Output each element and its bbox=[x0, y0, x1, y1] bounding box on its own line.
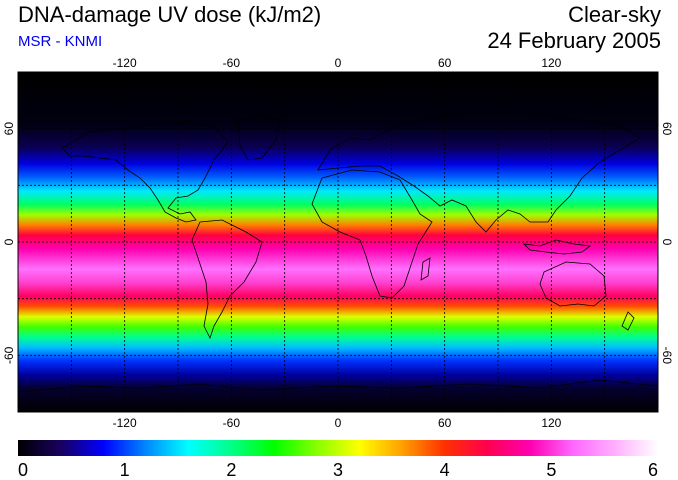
lat-tick-label-left: 60 bbox=[2, 122, 16, 136]
antarctica-outline bbox=[18, 379, 658, 393]
lat-tick-label-left: -60 bbox=[2, 346, 16, 364]
lat-tick-labels-left: 60 0 -60 bbox=[2, 122, 16, 364]
lat-tick-label-right: 0 bbox=[660, 239, 674, 246]
lon-tick-label-top: -120 bbox=[113, 56, 137, 70]
greenland-outline bbox=[237, 115, 281, 161]
lon-tick-labels-bottom: -120 -60 0 60 120 bbox=[113, 416, 562, 430]
map-title: DNA-damage UV dose (kJ/m2) bbox=[18, 2, 322, 27]
date-label: 24 February 2005 bbox=[487, 28, 661, 53]
lon-tick-label-top: 60 bbox=[438, 56, 452, 70]
lon-tick-label-bottom: 0 bbox=[335, 416, 342, 430]
lon-tick-labels-top: -120 -60 0 60 120 bbox=[113, 56, 562, 70]
graticule bbox=[18, 72, 658, 412]
lon-tick-label-bottom: -120 bbox=[113, 416, 137, 430]
lat-tick-label-right: 60 bbox=[660, 122, 674, 136]
lon-tick-label-bottom: 120 bbox=[541, 416, 561, 430]
africa-outline bbox=[311, 169, 433, 299]
australia-outline bbox=[539, 261, 607, 307]
sky-condition-label: Clear-sky bbox=[568, 2, 661, 27]
lat-tick-labels-right: 60 0 -60 bbox=[660, 122, 674, 364]
lat-tick-label-left: 0 bbox=[2, 238, 16, 245]
colorbar-tick-label: 6 bbox=[648, 460, 658, 480]
lon-tick-label-top: 120 bbox=[541, 56, 561, 70]
colorbar-tick-label: 5 bbox=[546, 460, 556, 480]
lon-tick-label-bottom: 60 bbox=[438, 416, 452, 430]
eurasia-outline bbox=[317, 111, 641, 233]
colorbar-tick-label: 4 bbox=[440, 460, 450, 480]
madagascar-outline bbox=[420, 257, 431, 281]
indonesia-outline bbox=[522, 239, 592, 255]
colorbar-tick-label: 1 bbox=[120, 460, 130, 480]
lon-tick-label-bottom: -60 bbox=[223, 416, 241, 430]
colorbar-tick-label: 2 bbox=[226, 460, 236, 480]
continent-outlines bbox=[18, 111, 658, 393]
colorbar-labels: 0 1 2 3 4 5 6 bbox=[18, 460, 658, 480]
new-zealand-outline bbox=[621, 311, 635, 331]
lon-tick-label-top: -60 bbox=[223, 56, 241, 70]
colorbar-tick-label: 3 bbox=[333, 460, 343, 480]
colorbar-tick-label: 0 bbox=[18, 460, 28, 480]
source-label: MSR - KNMI bbox=[18, 33, 103, 50]
north-america-outline bbox=[61, 121, 229, 223]
lat-tick-label-right: -60 bbox=[660, 347, 674, 365]
colorbar bbox=[18, 440, 658, 456]
south-america-outline bbox=[191, 219, 263, 340]
map-frame bbox=[17, 71, 659, 413]
lon-tick-label-top: 0 bbox=[335, 56, 342, 70]
